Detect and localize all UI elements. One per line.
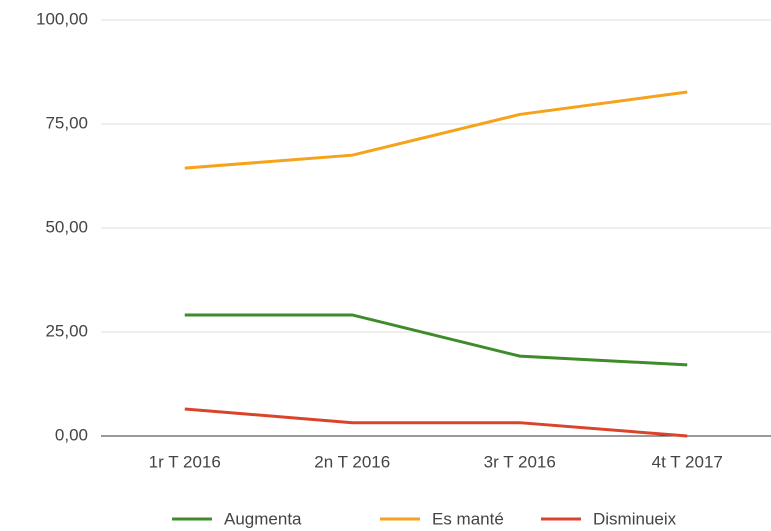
series-line <box>184 313 688 367</box>
series-line <box>184 90 688 170</box>
y-tick-label: 50,00 <box>45 217 88 236</box>
y-tick-label: 25,00 <box>45 321 88 340</box>
x-tick-label: 2n T 2016 <box>314 452 390 471</box>
legend-label: Disminueix <box>593 509 677 528</box>
x-tick-label: 4t T 2017 <box>652 452 723 471</box>
y-tick-label: 0,00 <box>55 425 88 444</box>
x-tick-label: 1r T 2016 <box>149 452 221 471</box>
y-tick-label: 75,00 <box>45 113 88 132</box>
x-tick-label: 3r T 2016 <box>484 452 556 471</box>
legend-label: Augmenta <box>224 509 302 528</box>
legend-label: Es manté <box>432 509 504 528</box>
y-tick-label: 100,00 <box>36 9 88 28</box>
series-line <box>184 407 688 438</box>
